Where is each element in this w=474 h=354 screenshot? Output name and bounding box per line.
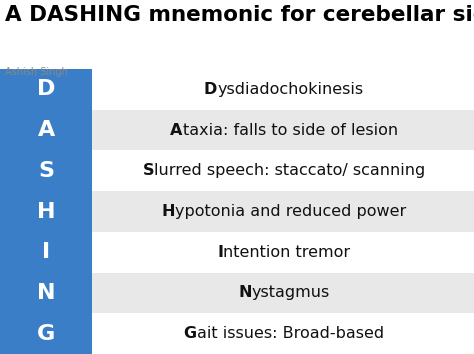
- Bar: [92, 232, 474, 273]
- Bar: [92, 273, 474, 313]
- Text: N: N: [37, 283, 55, 303]
- Text: S: S: [38, 161, 54, 181]
- Text: D: D: [204, 82, 218, 97]
- Text: ypotonia and reduced power: ypotonia and reduced power: [175, 204, 406, 219]
- Bar: [0, 313, 92, 354]
- Text: G: G: [37, 324, 55, 344]
- Text: S: S: [143, 163, 154, 178]
- Text: I: I: [217, 245, 223, 260]
- Text: G: G: [183, 326, 197, 341]
- Text: I: I: [42, 242, 50, 262]
- Text: ntention tremor: ntention tremor: [223, 245, 350, 260]
- Text: H: H: [162, 204, 175, 219]
- Text: ysdiadochokinesis: ysdiadochokinesis: [218, 82, 364, 97]
- Bar: [0, 150, 92, 191]
- Text: N: N: [238, 285, 252, 301]
- Text: ait issues: Broad-based: ait issues: Broad-based: [197, 326, 384, 341]
- Bar: [92, 313, 474, 354]
- Text: Ashish Singh: Ashish Singh: [5, 67, 67, 77]
- Text: D: D: [37, 79, 55, 99]
- Bar: [0, 69, 92, 110]
- Text: A: A: [170, 122, 182, 138]
- Bar: [0, 232, 92, 273]
- Bar: [0, 273, 92, 313]
- Text: ystagmus: ystagmus: [252, 285, 330, 301]
- Bar: [0, 191, 92, 232]
- Text: A: A: [37, 120, 55, 140]
- Text: lurred speech: staccato/ scanning: lurred speech: staccato/ scanning: [154, 163, 425, 178]
- Text: A DASHING mnemonic for cerebellar signs: A DASHING mnemonic for cerebellar signs: [5, 5, 474, 25]
- Bar: [92, 69, 474, 110]
- Bar: [0, 110, 92, 150]
- Bar: [92, 110, 474, 150]
- Bar: [92, 150, 474, 191]
- Bar: [92, 191, 474, 232]
- Text: H: H: [37, 201, 55, 222]
- Text: taxia: falls to side of lesion: taxia: falls to side of lesion: [182, 122, 398, 138]
